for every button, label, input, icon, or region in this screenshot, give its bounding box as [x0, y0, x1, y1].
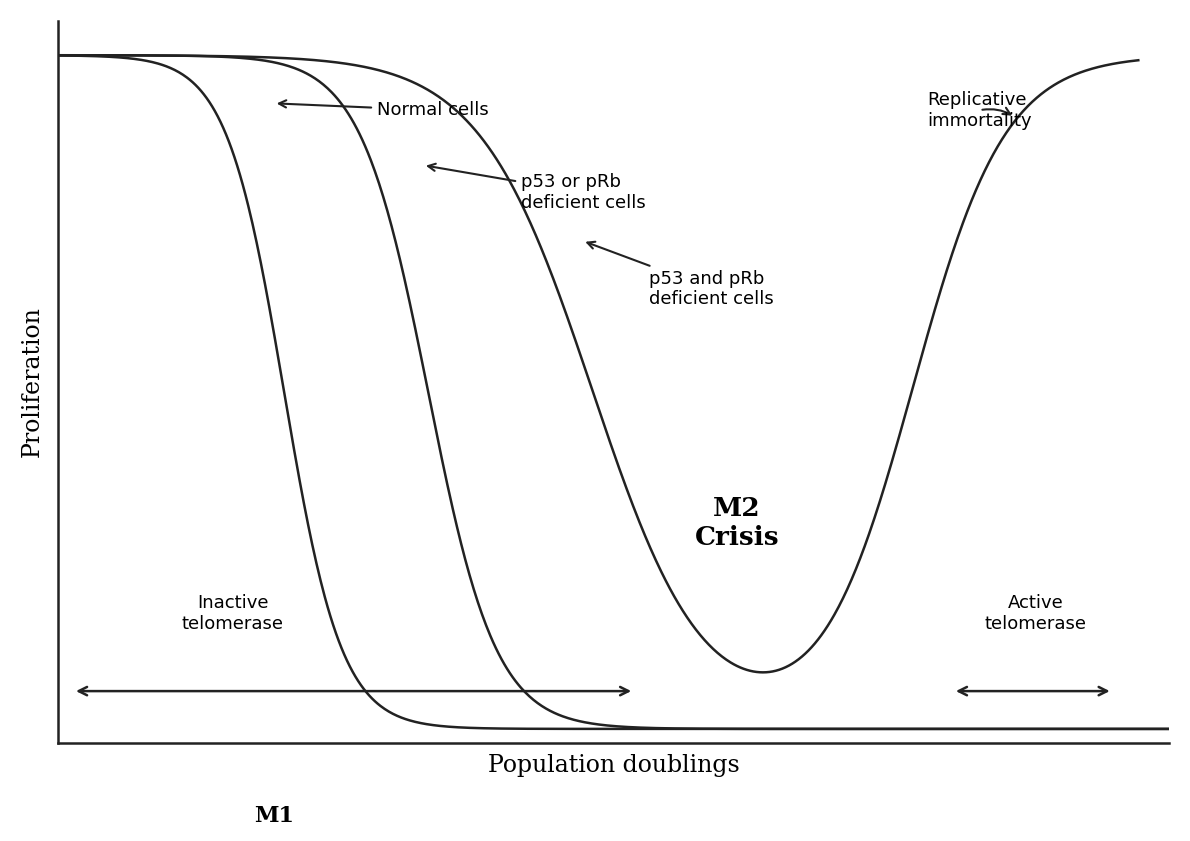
- Text: Inactive
telomerase: Inactive telomerase: [182, 594, 283, 632]
- Text: p53 and pRb
deficient cells: p53 and pRb deficient cells: [588, 241, 775, 309]
- Text: M1: M1: [253, 805, 294, 827]
- Text: p53 or pRb
deficient cells: p53 or pRb deficient cells: [428, 164, 645, 212]
- Y-axis label: Proliferation: Proliferation: [21, 306, 44, 458]
- Text: Normal cells: Normal cells: [278, 100, 489, 119]
- Text: M2
Crisis: M2 Crisis: [695, 495, 779, 550]
- Text: Active
telomerase: Active telomerase: [984, 594, 1086, 632]
- X-axis label: Population doublings: Population doublings: [488, 754, 739, 777]
- Text: Replicative
immortality: Replicative immortality: [927, 91, 1032, 130]
